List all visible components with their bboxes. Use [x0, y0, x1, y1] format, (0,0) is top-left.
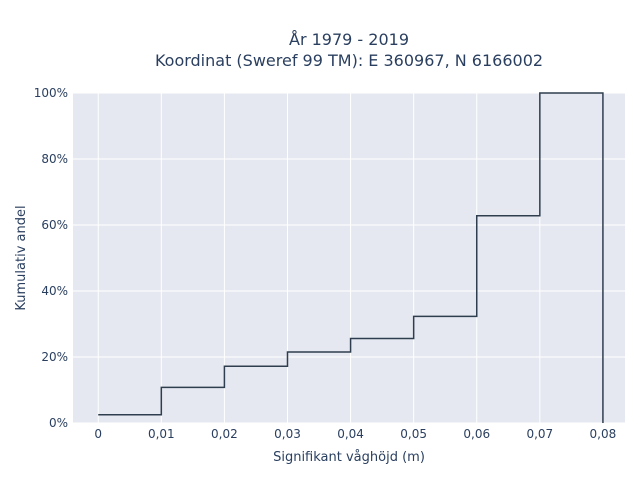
y-axis-ticks: 0% 20% 40% 60% 80% 100% — [34, 86, 68, 430]
y-tick-label: 80% — [41, 152, 68, 166]
x-tick-label: 0,08 — [590, 427, 617, 441]
y-tick-label: 40% — [41, 284, 68, 298]
x-tick-label: 0,06 — [463, 427, 490, 441]
x-tick-label: 0,05 — [400, 427, 427, 441]
chart-title-line-1: År 1979 - 2019 — [289, 30, 409, 49]
y-axis-label: Kumulativ andel — [14, 205, 29, 310]
x-tick-label: 0,07 — [526, 427, 553, 441]
y-tick-label: 100% — [34, 86, 68, 100]
chart-title-line-2: Koordinat (Sweref 99 TM): E 360967, N 61… — [155, 51, 543, 70]
series-layer — [98, 92, 604, 423]
x-tick-label: 0,01 — [148, 427, 175, 441]
grid-lines — [73, 92, 625, 424]
x-axis-label: Signifikant våghöjd (m) — [273, 450, 425, 465]
x-tick-label: 0,04 — [337, 427, 364, 441]
x-tick-label: 0,03 — [274, 427, 301, 441]
y-tick-label: 0% — [49, 416, 68, 430]
x-tick-label: 0,02 — [211, 427, 238, 441]
series-line-0 — [98, 92, 604, 423]
x-tick-label: 0 — [94, 427, 102, 441]
plot-area — [73, 93, 625, 423]
x-axis-ticks: 0 0,01 0,02 0,03 0,04 0,05 0,06 0,07 0,08 — [94, 427, 616, 441]
y-tick-label: 20% — [41, 350, 68, 364]
y-tick-label: 60% — [41, 218, 68, 232]
